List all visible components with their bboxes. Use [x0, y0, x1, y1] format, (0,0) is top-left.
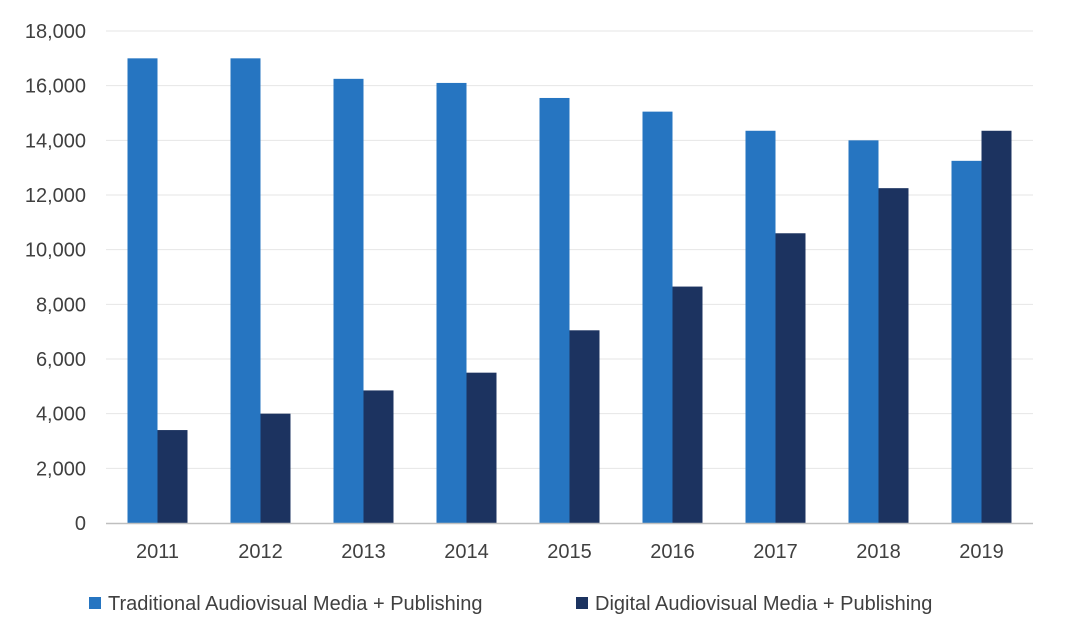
x-tick-label: 2019	[959, 541, 1004, 563]
bar-traditional-2014	[436, 82, 467, 523]
y-tick-label: 4,000	[36, 404, 86, 426]
y-tick-label: 2,000	[36, 458, 86, 480]
bar-traditional-2015	[539, 97, 570, 523]
y-tick-label: 18,000	[25, 21, 86, 43]
x-tick-label: 2015	[547, 541, 592, 563]
x-tick-label: 2017	[753, 541, 798, 563]
y-tick-label: 8,000	[36, 294, 86, 316]
y-axis-ticks: 0 2,000 4,000 6,000 8,000 10,000 12,000 14,000 1…	[25, 21, 86, 535]
bar-digital-2011	[157, 430, 188, 523]
bar-digital-2019	[981, 130, 1012, 523]
bar-digital-2012	[260, 413, 291, 523]
bar-traditional-2017	[745, 130, 776, 523]
legend: Traditional Audiovisual Media + Publishi…	[89, 593, 932, 615]
x-tick-label: 2012	[238, 541, 283, 563]
bar-digital-2015	[569, 330, 600, 523]
y-tick-label: 10,000	[25, 240, 86, 262]
bar-traditional-2013	[333, 78, 364, 523]
bar-digital-2014	[466, 372, 497, 523]
legend-label: Traditional Audiovisual Media + Publishi…	[108, 593, 482, 615]
y-tick-label: 0	[75, 513, 86, 535]
bar-traditional-2016	[642, 111, 673, 523]
bar-digital-2017	[775, 233, 806, 523]
legend-label: Digital Audiovisual Media + Publishing	[595, 593, 932, 615]
x-axis-ticks: 2011 2012 2013 2014 2015 2016 2017 2018 2019	[136, 541, 1004, 563]
x-tick-label: 2011	[136, 541, 179, 563]
bar-digital-2018	[878, 188, 909, 523]
bar-digital-2016	[672, 286, 703, 523]
bars	[127, 58, 1012, 524]
x-tick-label: 2014	[444, 541, 489, 563]
x-tick-label: 2018	[856, 541, 901, 563]
bar-traditional-2012	[230, 58, 261, 523]
y-tick-label: 16,000	[25, 76, 86, 98]
x-tick-label: 2013	[341, 541, 386, 563]
legend-swatch	[576, 597, 588, 609]
legend-swatch	[89, 597, 101, 609]
bar-digital-2013	[363, 390, 394, 523]
bar-traditional-2011	[127, 58, 158, 523]
y-tick-label: 12,000	[25, 185, 86, 207]
bar-traditional-2019	[951, 160, 982, 524]
y-tick-label: 14,000	[25, 130, 86, 152]
bar-traditional-2018	[848, 140, 879, 524]
y-tick-label: 6,000	[36, 349, 86, 371]
x-tick-label: 2016	[650, 541, 695, 563]
